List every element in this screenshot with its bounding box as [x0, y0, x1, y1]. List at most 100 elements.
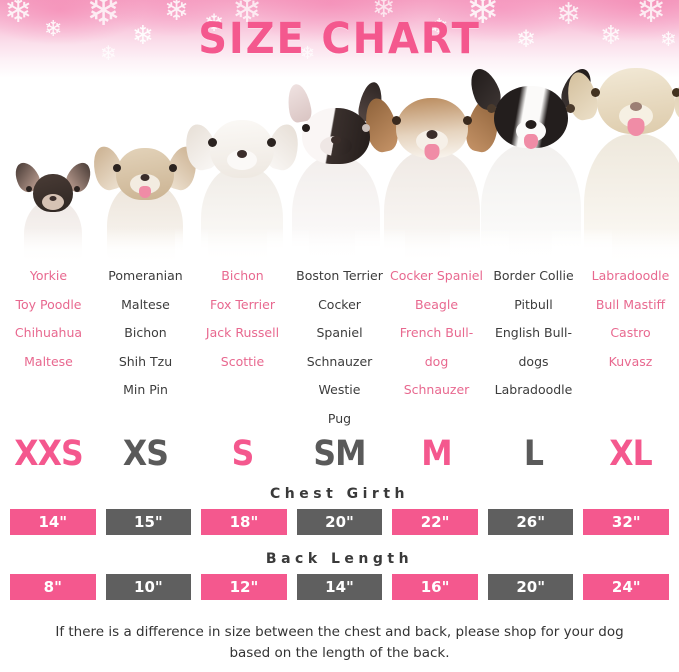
chest-value-xxs: 14" [10, 509, 96, 535]
breed-name: Beagle [414, 296, 459, 312]
footer-note: If there is a difference in size between… [0, 622, 679, 664]
breed-column-xs: Pomeranian Maltese Bichon Shih Tzu Min P… [97, 262, 194, 422]
chest-girth-values: 14" 15" 18" 20" 22" 26" 32" [0, 509, 679, 535]
breed-name: Schnauzer [403, 382, 470, 397]
back-value-l: 20" [487, 574, 574, 600]
dog-photo-row [0, 44, 679, 262]
chest-value-xs: 15" [105, 509, 192, 535]
breed-name: Schnauzer [306, 353, 373, 369]
photo-fade [551, 228, 679, 262]
breed-name: Labradoodle [494, 382, 573, 397]
snowflake-icon: ❄ [100, 43, 117, 65]
snowflake-icon: ❄ [204, 10, 225, 37]
page-title: SIZE CHART [198, 14, 481, 64]
chest-value-l: 26" [487, 509, 574, 535]
breed-name: Spaniel [316, 325, 363, 340]
snowflake-icon: ❄ [232, 0, 263, 30]
breed-name: Chihuahua [14, 325, 83, 340]
breed-name: dog [424, 353, 449, 369]
breed-column-xl: Labradoodle Bull Mastiff Castro Kuvasz [582, 262, 679, 422]
size-label-xxs: XXS [14, 434, 83, 474]
chest-girth-label: Chest Girth [270, 486, 409, 502]
footer-note-line1: If there is a difference in size between… [55, 624, 624, 640]
snowflake-icon: ❄ [556, 0, 582, 31]
breed-name: dogs [518, 353, 549, 369]
breed-column-xxs: Yorkie Toy Poodle Chihuahua Maltese [0, 262, 97, 422]
footer-note-line2: based on the length of the back. [229, 645, 450, 661]
breed-name: Yorkie [29, 268, 68, 283]
breed-name: French Bull- [399, 325, 474, 340]
size-label-l: L [523, 434, 544, 474]
snowflake-icon: ❄ [636, 0, 667, 30]
snowflake-icon: ❄ [660, 29, 677, 51]
breed-columns: Yorkie Toy Poodle Chihuahua Maltese Pome… [0, 262, 679, 426]
back-value-s: 12" [201, 574, 287, 600]
breed-name: Labradoodle [591, 268, 670, 283]
shih-tzu-photo [82, 120, 208, 262]
snowflake-icon: ❄ [430, 14, 449, 39]
back-value-m: 16" [392, 574, 478, 600]
chest-value-sm: 20" [296, 509, 383, 535]
breed-name: Castro [610, 325, 651, 340]
size-label-xl: XL [609, 434, 652, 474]
snowflake-icon: ❄ [600, 20, 622, 50]
chest-value-xl: 32" [583, 509, 670, 535]
breed-column-s: Bichon Fox Terrier Jack Russell Scottie [194, 262, 291, 422]
breed-name: Maltese [24, 353, 73, 369]
dog-tongue [424, 144, 440, 160]
snowflake-icon: ❄ [132, 20, 154, 50]
breed-column-l: Border Collie Pitbull English Bull- dogs… [485, 262, 582, 422]
size-label-s: S [231, 434, 255, 474]
chest-value-m: 22" [392, 509, 478, 535]
snowflake-icon: ❄ [164, 0, 190, 27]
back-value-xxs: 8" [10, 574, 96, 600]
breed-name: Bichon [221, 268, 264, 283]
breed-column-m: Cocker Spaniel Beagle French Bull- dog S… [388, 262, 485, 422]
breed-name: Boston Terrier [296, 268, 383, 283]
snowflake-icon: ❄ [300, 43, 316, 63]
back-value-xl: 24" [583, 574, 670, 600]
breed-name: Bichon [124, 325, 167, 340]
size-label-m: M [421, 434, 452, 474]
breed-name: Maltese [121, 296, 170, 312]
breed-name: Toy Poodle [15, 296, 82, 312]
header-banner: ❄ ❄ ❄ ❄ ❄ ❄ ❄ ❄ ❄ ❄ ❄ ❄ ❄ ❄ ❄ ❄ ❄ SIZE C… [0, 0, 679, 78]
breed-name: Kuvasz [608, 353, 653, 369]
breed-name: Fox Terrier [210, 296, 275, 312]
back-length-section: Back Length 8" 10" 12" 14" 16" 20" 24" [0, 551, 679, 600]
breed-name: Pitbull [514, 296, 553, 312]
dog-tongue [627, 118, 645, 136]
breed-name: English Bull- [494, 325, 573, 340]
breed-name: Border Collie [493, 268, 574, 283]
snowflake-background [0, 0, 679, 78]
dog-tongue [139, 186, 151, 198]
border-collie-photo [450, 62, 612, 262]
back-value-xs: 10" [105, 574, 192, 600]
snowflake-icon: ❄ [4, 0, 33, 30]
breed-name: Pug [327, 410, 352, 426]
back-length-label: Back Length [265, 551, 414, 567]
chest-girth-section: Chest Girth 14" 15" 18" 20" 22" 26" 32" [0, 486, 679, 535]
breed-name: Westie [318, 382, 361, 397]
snowflake-icon: ❄ [372, 0, 396, 23]
breed-name: Shih Tzu [118, 353, 173, 369]
size-label-xs: XS [122, 434, 169, 474]
breed-name: Cocker Spaniel [390, 268, 483, 283]
chest-value-s: 18" [201, 509, 287, 535]
breed-name: Pomeranian [108, 268, 183, 283]
labrador-photo [551, 48, 679, 262]
breed-column-sm: Boston Terrier Cocker Spaniel Schnauzer … [291, 262, 388, 426]
breed-name: Cocker [318, 296, 361, 312]
dog-tongue [524, 134, 538, 149]
snowflake-icon: ❄ [466, 0, 500, 32]
breed-name: Min Pin [123, 382, 168, 397]
back-length-values: 8" 10" 12" 14" 16" 20" 24" [0, 574, 679, 600]
breed-name: Scottie [220, 353, 265, 369]
back-value-sm: 14" [296, 574, 383, 600]
snowflake-icon: ❄ [44, 16, 63, 41]
size-label-sm: SM [313, 434, 366, 474]
chihuahua-photo [3, 152, 103, 262]
breed-name: Bull Mastiff [595, 296, 666, 312]
snowflake-icon: ❄ [86, 0, 122, 34]
size-label-row: XXS XS S SM M L XL [0, 428, 679, 480]
